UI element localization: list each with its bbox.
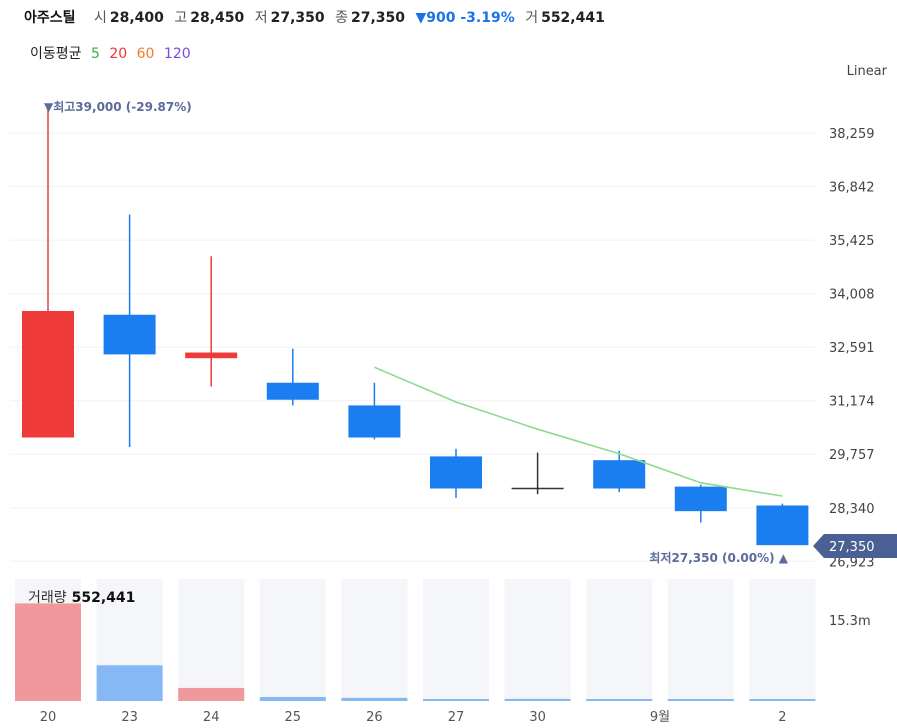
candle-body <box>103 314 156 355</box>
volume-bars <box>15 579 816 701</box>
volume-bar <box>178 687 245 701</box>
scale-mode[interactable]: Linear <box>846 64 887 79</box>
y-tick-label: 38,259 <box>829 127 875 142</box>
open-value: 28,400 <box>109 10 164 26</box>
y-axis-ticks: 38,259 36,842 35,425 34,008 32,591 31,174 29,7… <box>829 127 875 570</box>
ma-label: 이동평균 <box>30 46 82 62</box>
y-tick-label: 36,842 <box>829 181 875 196</box>
volume-slot <box>586 579 653 701</box>
x-axis-ticks: 20 23 24 25 26 27 30 9월 2 <box>40 710 787 725</box>
volume-slot <box>341 579 408 701</box>
y-tick-label: 35,425 <box>829 234 875 249</box>
ma-120[interactable]: 120 <box>163 46 191 62</box>
high-label: 고 <box>174 10 188 26</box>
candle-body <box>185 352 238 359</box>
high-value: 28,450 <box>190 10 245 26</box>
low-value: 27,350 <box>270 10 325 26</box>
volume-slot <box>178 579 245 701</box>
y-tick-label: 34,008 <box>829 288 875 303</box>
volume-bar <box>586 699 653 701</box>
volume-panel-label: 거래량 <box>28 590 67 606</box>
candle-body <box>593 460 646 489</box>
volume-bar <box>259 696 326 701</box>
volume-panel-title: 거래량 552,441 <box>28 590 135 606</box>
volume-slot <box>667 579 734 701</box>
ma-20[interactable]: 20 <box>109 46 128 62</box>
x-tick-label: 20 <box>40 710 57 725</box>
y-tick-label: 26,923 <box>829 555 875 570</box>
close-label: 종 <box>335 10 348 26</box>
last-price-label: 27,350 <box>829 540 875 555</box>
volume-bar <box>341 697 408 701</box>
volume-slot <box>504 579 571 701</box>
volume-slot <box>423 579 489 701</box>
volume-bar <box>423 699 489 701</box>
open-label: 시 <box>93 10 107 26</box>
volume-panel-value: 552,441 <box>72 590 136 606</box>
x-tick-label: 26 <box>366 710 383 725</box>
volume-slot <box>259 579 326 701</box>
volume-bar <box>96 665 163 701</box>
x-tick-label: 27 <box>448 710 465 725</box>
last-price-badge: 27,350 <box>813 534 897 558</box>
x-tick-label: 9월 <box>650 710 670 725</box>
volume-bar <box>749 699 816 701</box>
max-annotation: ▼최고39,000 (-29.87%) <box>44 99 192 114</box>
min-annotation: 최저27,350 (0.00%) ▲ <box>649 550 788 565</box>
close-value: 27,350 <box>351 10 406 26</box>
volume-value: 552,441 <box>541 10 605 26</box>
candle-body <box>348 405 401 438</box>
volume-bar <box>667 699 734 701</box>
change-value: ▼900 -3.19% <box>415 10 515 26</box>
candle-body <box>756 505 809 546</box>
candle-body <box>22 310 74 438</box>
y-tick-label: 32,591 <box>829 341 875 356</box>
y-tick-label: 29,757 <box>829 448 875 463</box>
volume-axis-label: 15.3m <box>829 614 871 629</box>
volume-bar <box>15 603 81 701</box>
candle-body <box>430 456 482 489</box>
candle-body <box>674 486 727 512</box>
stock-name: 아주스틸 <box>24 10 76 26</box>
moving-average-legend[interactable]: 이동평균 5 20 60 120 <box>30 43 196 63</box>
volume-label: 거 <box>525 10 539 26</box>
x-tick-label: 25 <box>285 710 302 725</box>
volume-bar <box>504 698 571 701</box>
ma-5[interactable]: 5 <box>90 46 100 62</box>
x-tick-label: 24 <box>203 710 220 725</box>
x-tick-label: 30 <box>529 710 546 725</box>
candle-body <box>266 382 319 400</box>
quote-header: 아주스틸 시 28,400 고 28,450 저 27,350 종 27,350 ▼90… <box>24 7 611 27</box>
low-label: 저 <box>254 10 268 26</box>
x-tick-label: 23 <box>121 710 138 725</box>
y-tick-label: 28,340 <box>829 502 875 517</box>
ma-60[interactable]: 60 <box>136 46 155 62</box>
candles <box>22 105 809 546</box>
x-tick-label: 2 <box>778 710 786 725</box>
ma5-line <box>374 366 783 497</box>
y-tick-label: 31,174 <box>829 395 875 410</box>
volume-slot <box>749 579 816 701</box>
